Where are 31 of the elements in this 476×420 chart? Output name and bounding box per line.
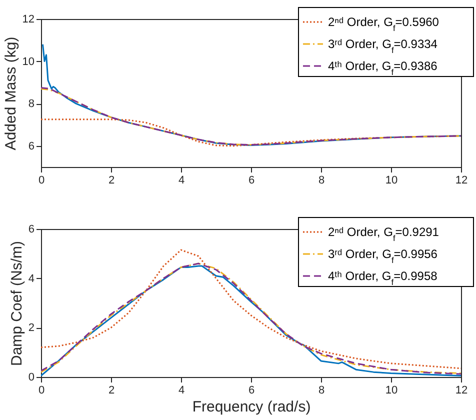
x-tick-label: 10 bbox=[385, 384, 398, 396]
y-tick-label: 6 bbox=[28, 140, 34, 152]
x-tick-label: 6 bbox=[248, 384, 255, 396]
x-tick-label: 6 bbox=[248, 174, 255, 186]
x-tick-label: 4 bbox=[178, 384, 185, 396]
x-tick-label: 12 bbox=[455, 174, 468, 186]
x-tick-label: 10 bbox=[385, 174, 398, 186]
y-axis-title: Added Mass (kg) bbox=[2, 36, 20, 150]
y-axis-title: Damp Coef (Ns/m) bbox=[8, 240, 26, 366]
x-tick-label: 8 bbox=[318, 174, 325, 186]
x-tick-label: 2 bbox=[108, 384, 115, 396]
y-tick-label: 2 bbox=[28, 322, 34, 334]
y-tick-label: 6 bbox=[28, 224, 34, 236]
x-tick-label: 8 bbox=[318, 384, 325, 396]
legend-label: 3ʳᵈ Order, G$_{f}$=0.9334 bbox=[328, 37, 438, 55]
legend-label: 4ᵗʰ Order, G$_{f}$=0.9386 bbox=[328, 59, 438, 77]
legend-label: 4ᵗʰ Order, G$_{f}$=0.9958 bbox=[328, 269, 438, 287]
x-tick-label: 0 bbox=[38, 174, 45, 186]
x-tick-label: 12 bbox=[455, 384, 468, 396]
x-tick-label: 4 bbox=[178, 174, 185, 186]
y-tick-label: 4 bbox=[28, 272, 34, 285]
legend-label: 2ⁿᵈ Order, G$_{f}$=0.9291 bbox=[328, 225, 440, 243]
y-tick-label: 0 bbox=[28, 372, 34, 384]
x-tick-label: 0 bbox=[38, 384, 45, 396]
x-tick-label: 2 bbox=[108, 174, 115, 186]
legend-label: 3ʳᵈ Order, G$_{f}$=0.9956 bbox=[328, 247, 438, 265]
legend-label: 2ⁿᵈ Order, G$_{f}$=0.5960 bbox=[328, 15, 440, 33]
y-tick-label: 10 bbox=[22, 56, 34, 68]
y-tick-label: 12 bbox=[22, 14, 34, 26]
x-axis-title: Frequency (rad/s) bbox=[192, 398, 311, 416]
y-tick-label: 8 bbox=[28, 98, 34, 110]
